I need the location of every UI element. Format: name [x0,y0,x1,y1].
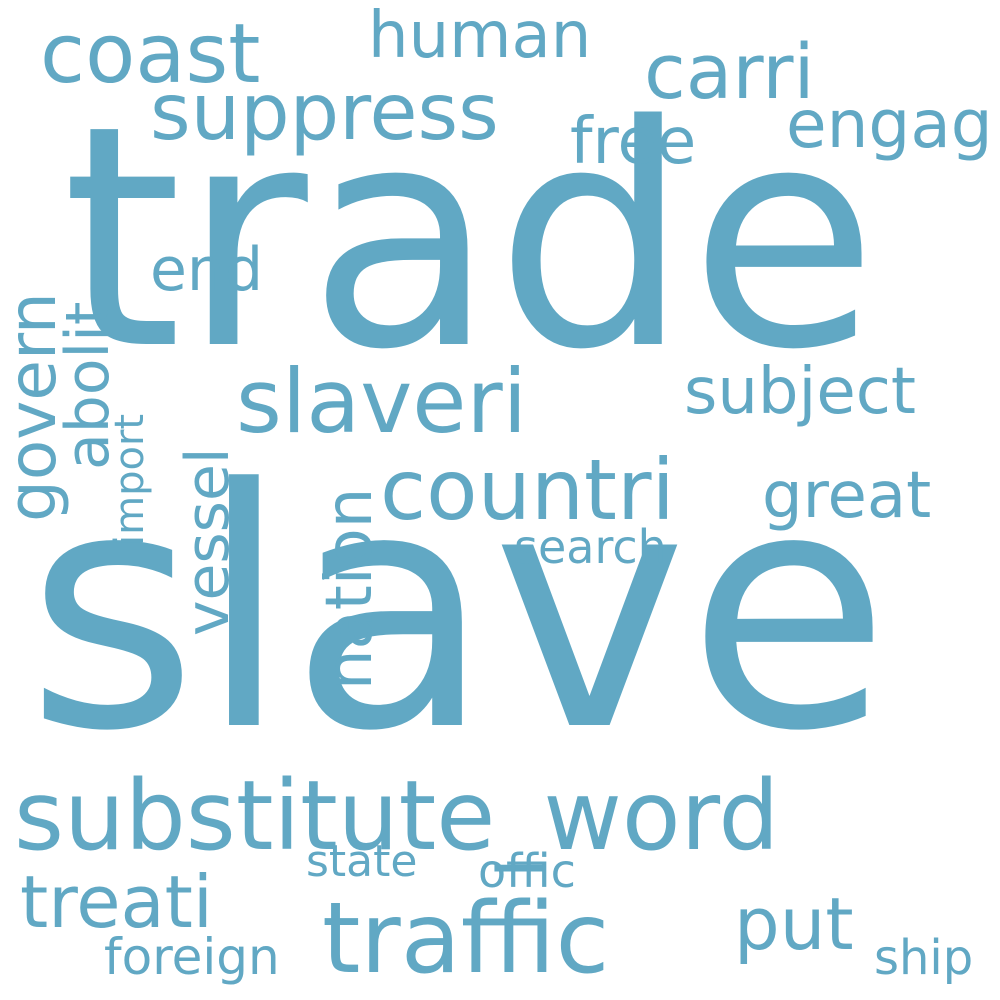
word-traffic: traffic [322,882,610,996]
word-countri: countri [380,441,675,539]
word-ship: ship [874,930,974,986]
word-slaveri: slaveri [236,350,528,453]
word-foreign: foreign [104,928,280,986]
word-nation: nation [313,487,387,690]
word-search: search [514,520,667,574]
word-carri: carri [644,27,815,116]
word-subject: subject [684,355,916,429]
word-treati: treati [20,860,213,944]
word-slave: slave [26,419,891,803]
word-end: end [150,235,264,305]
word-state: state [306,836,418,887]
word-coast: coast [40,7,261,102]
word-put: put [734,882,854,966]
word-engag: engag [786,86,993,163]
word-offic: offic [478,844,576,898]
word-substitute-word: substitute_word [14,760,780,872]
word-human: human [368,0,592,73]
word-suppress: suppress [150,68,499,158]
word-free: free [570,105,697,179]
word-trade: trade [62,61,878,417]
word-import: import [107,413,153,546]
word-vessel: vessel [173,447,243,636]
word-great: great [762,459,932,533]
